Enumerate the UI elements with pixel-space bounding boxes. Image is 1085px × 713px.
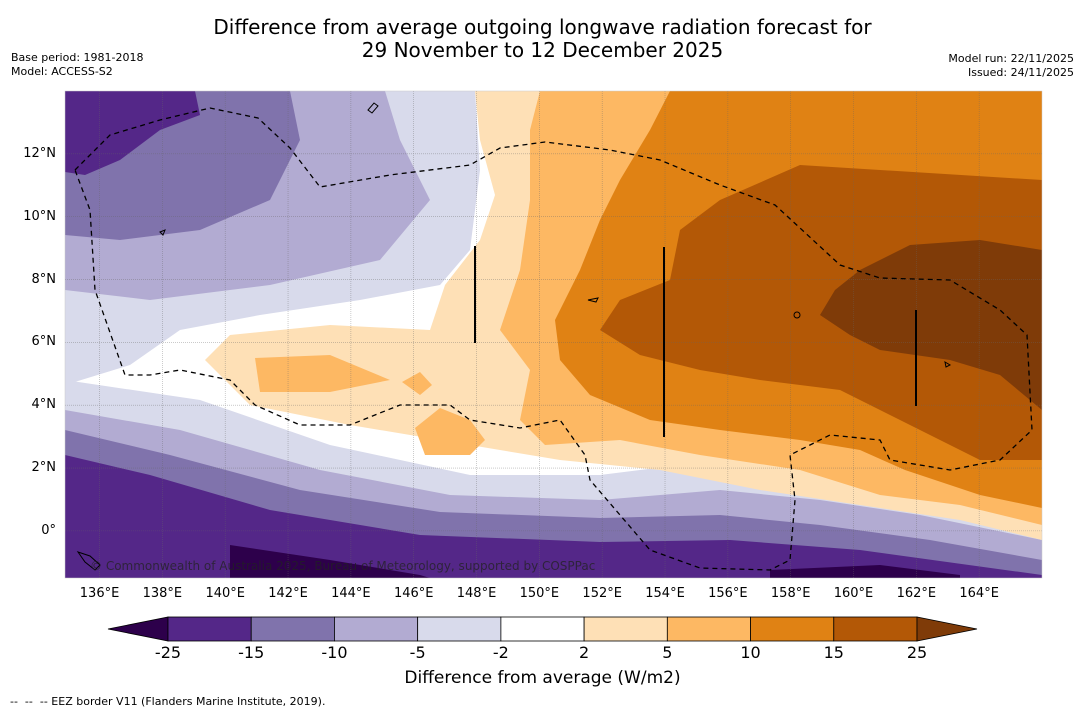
colorbar-extend-low (107, 616, 169, 642)
colorbar-tick-label: -5 (409, 643, 426, 662)
graticule (65, 91, 1042, 578)
colorbar-segment (250, 616, 335, 642)
longitude-label: 154°E (645, 586, 685, 601)
chart-title-line2: 29 November to 12 December 2025 (361, 38, 724, 62)
island-outline (944, 360, 952, 368)
island-outline (793, 311, 801, 319)
longitude-label: 158°E (770, 586, 811, 601)
colorbar-extend-high (916, 616, 978, 642)
longitude-label: 150°E (519, 586, 560, 601)
contour-pos15 (600, 165, 1042, 460)
longitude-label: 152°E (582, 586, 622, 601)
island-outline (76, 551, 101, 571)
issued-text: Issued: 24/11/2025 (967, 66, 1074, 79)
colorbar-title: Difference from average (W/m2) (404, 668, 681, 688)
longitude-label: 160°E (833, 586, 874, 601)
map-frame (64, 90, 1043, 579)
longitude-label: 148°E (456, 586, 497, 601)
colorbar-segment (334, 616, 419, 642)
contour-pos5-blob2 (415, 408, 485, 455)
colorbar-segment (417, 616, 502, 642)
colorbar-tick-label: 2 (579, 643, 590, 662)
colorbar-tick-label: -25 (154, 643, 182, 662)
colorbar-tick-label: -15 (238, 643, 265, 662)
colorbar-tick-label: 5 (662, 643, 673, 662)
latitude-label: 8°N (31, 271, 57, 287)
longitude-label: 138°E (142, 586, 183, 601)
latitude-label: 12°N (23, 145, 56, 161)
longitude-label: 162°E (896, 586, 937, 601)
longitude-label: 144°E (331, 586, 371, 601)
colorbar-segment (750, 616, 835, 642)
island-outline (367, 102, 379, 114)
colorbar-tick-label: -2 (492, 643, 509, 662)
colorbar-segment (833, 616, 918, 642)
contour-pos25 (820, 240, 1042, 410)
contour-neg25-north (65, 91, 200, 175)
base-period-text: Base period: 1981-2018 (11, 51, 144, 64)
longitude-label: 156°E (708, 586, 748, 601)
eez-footer-note: -- -- -- EEZ border V11 (Flanders Marine… (10, 695, 326, 708)
model-text: Model: ACCESS-S2 (11, 65, 113, 78)
latitude-label: 0° (41, 522, 56, 538)
contour-neg25-south-east (770, 565, 960, 578)
colorbar-segment (500, 616, 585, 642)
colorbar-tick-label: -10 (321, 643, 348, 662)
colorbar (107, 616, 978, 642)
model-run-text: Model run: 22/11/2025 (948, 52, 1074, 65)
colorbar-tick-label: 15 (823, 643, 844, 662)
longitude-label: 164°E (959, 586, 999, 601)
longitude-label: 146°E (393, 586, 434, 601)
contour-neg15-south (65, 455, 1042, 578)
colorbar-tick-label: 10 (740, 643, 761, 662)
latitude-label: 6°N (31, 334, 57, 350)
longitude-label: 136°E (79, 586, 120, 601)
latitude-label: 10°N (23, 208, 56, 224)
island-outline (587, 297, 599, 303)
contour-pos5-blob3 (402, 372, 432, 395)
eez-border-palau-png (74, 107, 1033, 571)
copyright-credit: © Commonwealth of Australia 2025, Bureau… (90, 559, 596, 573)
longitude-label: 142°E (268, 586, 308, 601)
island-outline (159, 229, 166, 236)
longitude-label: 140°E (205, 586, 245, 601)
latitude-label: 4°N (31, 397, 57, 413)
colorbar-segment (167, 616, 252, 642)
colorbar-segment (666, 616, 751, 642)
chart-title-line1: Difference from average outgoing longwav… (213, 15, 872, 39)
colorbar-segment (583, 616, 668, 642)
contour-pos5-blob1 (255, 355, 390, 392)
contour-neg25-south (230, 545, 430, 578)
colorbar-tick-label: 25 (906, 643, 928, 662)
map-area (65, 91, 1042, 578)
latitude-label: 2°N (31, 460, 57, 476)
